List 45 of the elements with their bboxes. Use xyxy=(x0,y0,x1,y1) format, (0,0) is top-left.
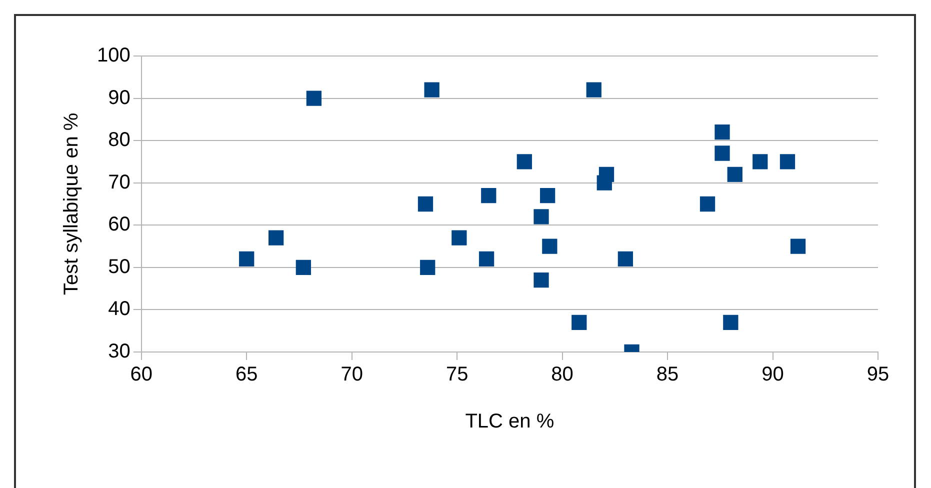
point xyxy=(586,82,602,98)
point xyxy=(296,260,311,275)
y-tick-label: 40 xyxy=(108,298,130,320)
x-tick-label: 60 xyxy=(130,364,152,386)
point xyxy=(478,251,494,267)
point xyxy=(452,230,467,246)
point xyxy=(306,90,322,106)
y-tick-label: 80 xyxy=(108,129,130,152)
y-axis-title: Test syllabique en % xyxy=(60,112,83,296)
point xyxy=(723,314,738,330)
x-tick-label: 70 xyxy=(340,364,363,386)
y-tick-label: 70 xyxy=(108,171,130,194)
y-tick-label: 30 xyxy=(108,340,130,363)
point xyxy=(752,154,768,170)
x-tick-label: 65 xyxy=(235,364,258,386)
y-tick-label: 50 xyxy=(108,256,130,278)
x-tick-label: 90 xyxy=(762,364,784,386)
point xyxy=(420,260,436,275)
point xyxy=(540,188,556,204)
y-tick-label: 100 xyxy=(96,44,130,67)
x-tick-label: 80 xyxy=(551,364,574,386)
point xyxy=(534,272,549,288)
x-tick-label: 95 xyxy=(866,364,890,386)
x-tick-label: 85 xyxy=(656,364,679,386)
point xyxy=(700,196,716,212)
point xyxy=(418,196,434,212)
point xyxy=(268,230,284,246)
point xyxy=(424,82,440,98)
point xyxy=(572,314,587,330)
point xyxy=(516,154,532,170)
y-tick-label: 60 xyxy=(108,214,130,236)
point xyxy=(534,209,549,224)
point xyxy=(542,238,558,254)
point xyxy=(790,238,806,254)
point xyxy=(780,154,796,170)
point xyxy=(618,251,634,267)
point xyxy=(727,166,742,182)
x-tick-label: 75 xyxy=(446,364,468,386)
point xyxy=(714,124,730,140)
point xyxy=(598,166,614,182)
point xyxy=(239,251,254,267)
point xyxy=(714,146,730,161)
y-tick-label: 90 xyxy=(108,86,130,109)
point xyxy=(481,188,496,204)
x-axis-title: TLC en % xyxy=(465,410,554,433)
